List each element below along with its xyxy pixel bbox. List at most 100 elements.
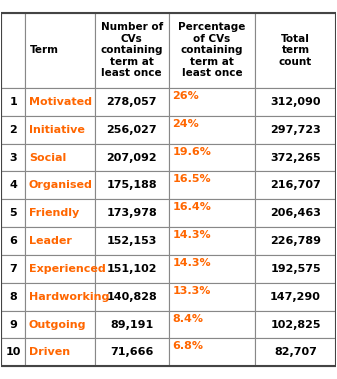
Bar — [95, 283, 168, 311]
Text: 140,828: 140,828 — [106, 292, 157, 302]
Bar — [25, 199, 95, 227]
Bar — [95, 227, 168, 255]
Bar — [168, 88, 255, 116]
Text: Organised: Organised — [29, 180, 93, 190]
Text: 26%: 26% — [173, 91, 199, 101]
Bar — [1, 199, 25, 227]
Bar — [95, 116, 168, 144]
Bar — [255, 88, 336, 116]
Text: 152,153: 152,153 — [106, 236, 157, 246]
Bar — [25, 144, 95, 171]
Bar — [25, 255, 95, 283]
Bar — [255, 283, 336, 311]
Text: 7: 7 — [9, 264, 17, 274]
Bar — [1, 227, 25, 255]
Text: 10: 10 — [5, 348, 21, 357]
Bar — [25, 338, 95, 366]
Bar — [255, 338, 336, 366]
Text: 89,191: 89,191 — [110, 319, 153, 330]
Text: 372,265: 372,265 — [270, 152, 321, 163]
Text: Outgoing: Outgoing — [29, 319, 86, 330]
Text: Leader: Leader — [29, 236, 72, 246]
Text: 8.4%: 8.4% — [173, 314, 204, 324]
Bar — [95, 144, 168, 171]
Text: Hardworking: Hardworking — [29, 292, 109, 302]
Text: Friendly: Friendly — [29, 208, 79, 218]
Text: Total
term
count: Total term count — [279, 34, 312, 67]
Text: 24%: 24% — [173, 119, 199, 129]
Bar — [95, 199, 168, 227]
Bar — [25, 13, 95, 88]
Bar — [25, 311, 95, 338]
Text: 13.3%: 13.3% — [173, 286, 211, 296]
Bar — [95, 255, 168, 283]
Text: 192,575: 192,575 — [270, 264, 321, 274]
Text: 207,092: 207,092 — [106, 152, 157, 163]
Bar — [255, 13, 336, 88]
Text: 6: 6 — [9, 236, 17, 246]
Text: Experienced: Experienced — [29, 264, 105, 274]
Bar — [1, 311, 25, 338]
Text: 147,290: 147,290 — [270, 292, 321, 302]
Bar — [255, 171, 336, 199]
Text: 9: 9 — [9, 319, 17, 330]
Text: 173,978: 173,978 — [106, 208, 157, 218]
Bar — [168, 144, 255, 171]
Bar — [1, 116, 25, 144]
Text: 256,027: 256,027 — [106, 125, 157, 135]
Text: 216,707: 216,707 — [270, 180, 321, 190]
Text: Percentage
of CVs
containing
term at
least once: Percentage of CVs containing term at lea… — [178, 22, 246, 78]
Text: 2: 2 — [9, 125, 17, 135]
Bar — [168, 255, 255, 283]
Bar — [168, 13, 255, 88]
Text: 297,723: 297,723 — [270, 125, 321, 135]
Bar — [168, 116, 255, 144]
Text: 175,188: 175,188 — [106, 180, 157, 190]
Text: Term: Term — [30, 45, 59, 55]
Text: 102,825: 102,825 — [270, 319, 321, 330]
Bar — [25, 116, 95, 144]
Bar — [255, 116, 336, 144]
Text: 151,102: 151,102 — [106, 264, 157, 274]
Bar — [1, 13, 25, 88]
Bar — [1, 171, 25, 199]
Bar — [1, 88, 25, 116]
Text: 4: 4 — [9, 180, 17, 190]
Bar — [255, 144, 336, 171]
Bar — [255, 199, 336, 227]
Bar — [255, 227, 336, 255]
Text: 278,057: 278,057 — [106, 97, 157, 107]
Bar — [1, 255, 25, 283]
Text: 3: 3 — [9, 152, 17, 163]
Bar — [25, 171, 95, 199]
Text: 14.3%: 14.3% — [173, 230, 211, 240]
Text: 16.5%: 16.5% — [173, 174, 211, 185]
Bar — [95, 13, 168, 88]
Text: 312,090: 312,090 — [270, 97, 321, 107]
Text: Social: Social — [29, 152, 66, 163]
Bar — [168, 199, 255, 227]
Bar — [168, 311, 255, 338]
Bar — [95, 338, 168, 366]
Bar — [25, 227, 95, 255]
Bar — [168, 227, 255, 255]
Text: 82,707: 82,707 — [274, 348, 317, 357]
Text: Number of
CVs
containing
term at
least once: Number of CVs containing term at least o… — [100, 22, 163, 78]
Bar — [168, 171, 255, 199]
Bar — [1, 283, 25, 311]
Text: Initiative: Initiative — [29, 125, 85, 135]
Bar — [25, 88, 95, 116]
Text: 6.8%: 6.8% — [173, 341, 204, 351]
Bar — [255, 311, 336, 338]
Bar — [168, 283, 255, 311]
Text: Motivated: Motivated — [29, 97, 92, 107]
Text: 14.3%: 14.3% — [173, 258, 211, 268]
Text: 206,463: 206,463 — [270, 208, 321, 218]
Bar — [1, 338, 25, 366]
Text: 19.6%: 19.6% — [173, 147, 211, 157]
Bar — [95, 88, 168, 116]
Bar — [255, 255, 336, 283]
Bar — [95, 171, 168, 199]
Text: 8: 8 — [9, 292, 17, 302]
Bar — [95, 311, 168, 338]
